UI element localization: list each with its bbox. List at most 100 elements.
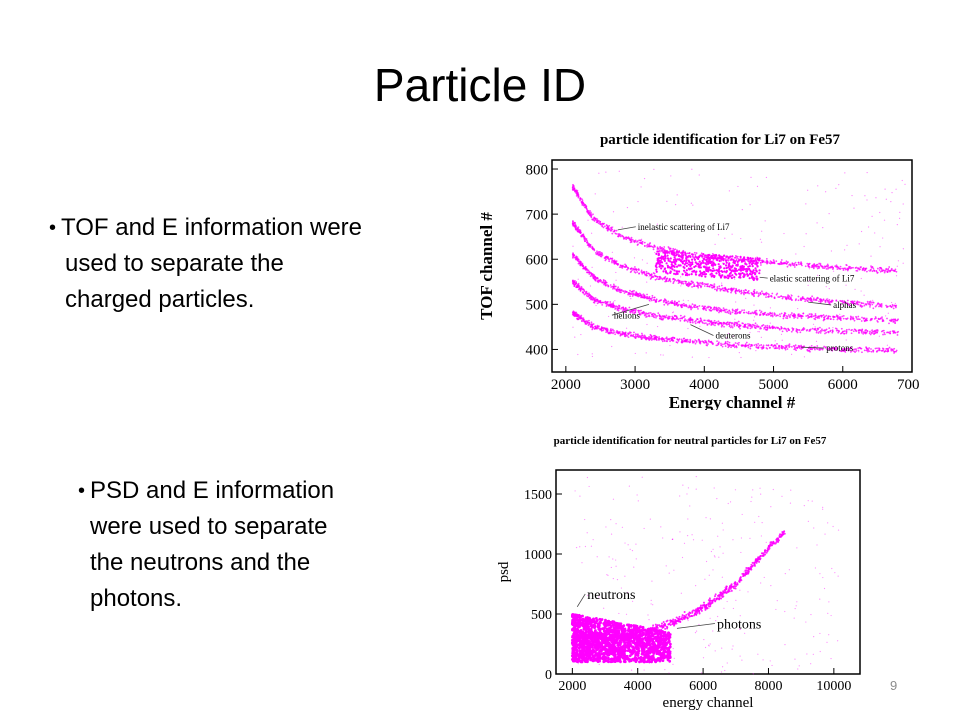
data-point <box>718 311 720 314</box>
psd-energy-scatter-chart: particle identification for neutral part… <box>496 435 861 710</box>
data-point <box>851 317 854 320</box>
data-point <box>813 328 816 331</box>
data-point <box>844 172 846 174</box>
data-point <box>605 301 608 304</box>
data-point <box>641 334 644 337</box>
data-point <box>736 308 739 311</box>
data-point <box>863 349 866 352</box>
data-point <box>600 223 603 226</box>
data-point <box>577 282 580 285</box>
data-point <box>790 312 793 314</box>
data-point <box>667 257 670 261</box>
data-point <box>698 340 701 343</box>
data-point <box>681 252 684 255</box>
data-point <box>665 336 668 339</box>
data-point <box>680 338 683 341</box>
data-point <box>599 299 602 302</box>
data-point <box>699 325 701 327</box>
data-point <box>749 324 751 327</box>
data-point <box>693 258 697 261</box>
data-point <box>675 250 678 253</box>
data-point <box>693 283 695 286</box>
data-point <box>885 198 887 200</box>
data-point <box>891 318 894 321</box>
data-point <box>654 313 656 316</box>
data-point <box>810 344 813 347</box>
data-point <box>815 329 818 332</box>
data-point <box>874 316 877 318</box>
data-point <box>596 220 599 223</box>
data-point <box>670 251 673 254</box>
data-point <box>860 230 863 233</box>
data-point <box>761 312 764 315</box>
data-point <box>821 266 824 268</box>
data-point <box>636 333 639 336</box>
data-point <box>600 255 603 258</box>
data-point <box>828 327 831 330</box>
data-point <box>751 257 754 260</box>
data-point <box>673 272 676 275</box>
data-point <box>645 274 648 277</box>
data-point <box>895 270 898 273</box>
data-point <box>700 319 703 322</box>
data-point <box>746 274 750 277</box>
data-point <box>811 327 814 330</box>
data-point <box>704 305 707 308</box>
data-point <box>662 251 665 254</box>
data-point <box>720 284 723 287</box>
data-point <box>618 234 620 236</box>
data-point <box>839 317 842 320</box>
data-point <box>647 272 650 275</box>
data-point <box>646 246 649 248</box>
data-point <box>872 299 874 301</box>
data-point <box>625 238 628 241</box>
data-point <box>577 226 580 229</box>
data-point <box>795 298 797 301</box>
data-point <box>735 264 738 267</box>
data-point <box>766 347 769 350</box>
data-point <box>806 262 809 265</box>
data-point <box>819 301 822 304</box>
data-point <box>780 327 783 330</box>
data-point <box>623 292 626 294</box>
data-point <box>615 263 618 265</box>
data-point <box>688 260 691 264</box>
data-point <box>839 313 841 315</box>
data-point <box>872 267 875 270</box>
data-point <box>642 312 645 315</box>
data-point <box>681 262 683 264</box>
data-point <box>763 328 765 330</box>
data-point <box>883 331 886 334</box>
data-point <box>602 223 605 226</box>
data-point <box>786 295 789 298</box>
data-point <box>756 256 758 258</box>
data-point <box>583 204 586 207</box>
data-point <box>579 262 582 265</box>
data-point <box>596 324 599 327</box>
data-point <box>851 194 853 197</box>
data-point <box>629 289 631 292</box>
data-point <box>728 268 731 271</box>
data-point <box>724 289 726 292</box>
data-point <box>855 330 858 333</box>
data-point <box>655 278 658 280</box>
data-point <box>652 248 655 251</box>
data-point <box>589 244 592 247</box>
data-point <box>602 279 605 282</box>
data-point <box>708 356 710 359</box>
data-point <box>658 259 661 262</box>
data-point <box>640 338 643 340</box>
data-point <box>712 259 715 261</box>
data-point <box>858 331 860 334</box>
data-point <box>855 350 858 352</box>
data-point <box>825 267 828 270</box>
data-point <box>673 314 676 317</box>
data-point <box>653 168 655 170</box>
data-point <box>659 261 662 264</box>
data-point <box>727 291 729 293</box>
data-point <box>866 330 869 333</box>
data-point <box>757 295 760 298</box>
data-point <box>612 230 615 233</box>
data-point <box>710 323 712 325</box>
data-point <box>732 261 735 264</box>
